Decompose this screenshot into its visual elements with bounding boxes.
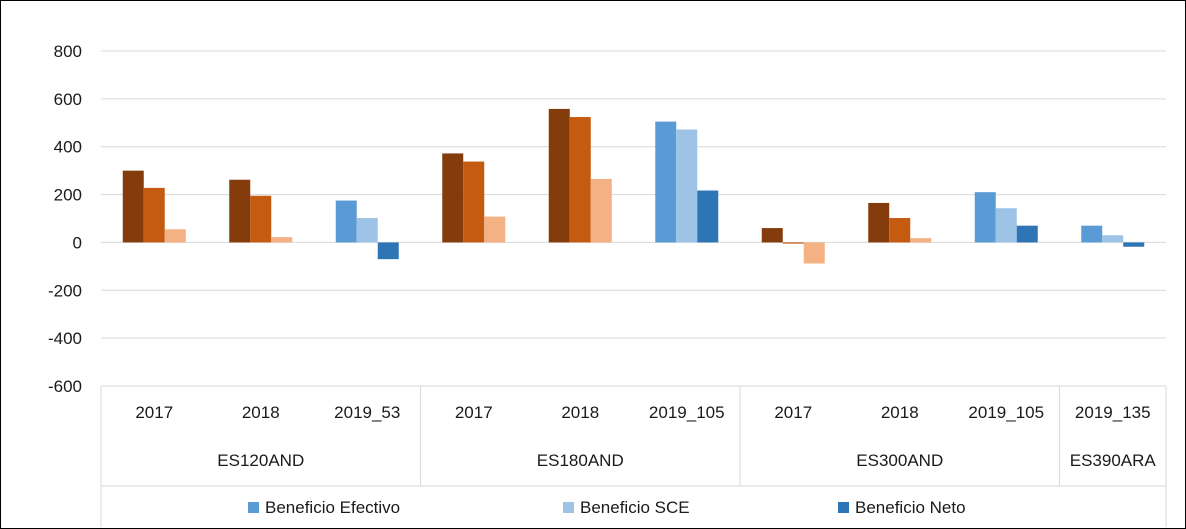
bar [676,129,698,243]
bar [548,108,570,243]
category-label: 2019_105 [968,403,1044,422]
y-tick-label: 600 [54,90,82,109]
group-label: ES180AND [537,451,624,470]
bar [250,195,272,243]
y-tick-label: -600 [48,377,82,396]
bar [590,179,612,243]
category-label: 2018 [242,403,280,422]
bar [484,216,506,243]
bar [782,242,804,244]
bar [761,228,783,243]
bar [1016,225,1038,243]
y-tick-label: 800 [54,42,82,61]
category-label: 2019_53 [334,403,400,422]
group-label: ES300AND [856,451,943,470]
legend-swatch [838,502,849,513]
bar [697,190,719,243]
category-label: 2017 [774,403,812,422]
bar [356,218,378,243]
bar [889,218,911,243]
bar [164,229,186,243]
bar [569,117,591,243]
category-label: 2017 [455,403,493,422]
legend-swatch [563,502,574,513]
bar [655,121,677,243]
bar [335,200,357,243]
bar [803,242,825,264]
bar [271,237,293,243]
bar [995,208,1017,243]
group-label: ES390ARA [1070,451,1157,470]
category-label: 2019_135 [1075,403,1151,422]
y-tick-label: -400 [48,329,82,348]
bar [1081,225,1103,243]
bar [377,242,399,260]
bar [122,170,144,243]
legend-entry: Beneficio Neto [855,498,966,517]
y-tick-label: -200 [48,281,82,300]
bar [974,192,996,243]
bar [442,153,464,243]
bar [143,187,165,243]
legend-entry: Beneficio Efectivo [265,498,400,517]
bar [463,161,485,243]
legend-swatch [248,502,259,513]
bar [910,238,932,243]
bar [868,202,890,243]
category-label: 2017 [135,403,173,422]
legend-entry: Beneficio SCE [580,498,690,517]
category-label: 2018 [881,403,919,422]
bar [1123,242,1145,247]
category-label: 2019_105 [649,403,725,422]
y-tick-label: 400 [54,138,82,157]
bar [1102,235,1124,243]
bar [229,179,251,243]
y-tick-label: 200 [54,186,82,205]
group-label: ES120AND [217,451,304,470]
y-tick-label: 0 [73,233,82,252]
category-label: 2018 [561,403,599,422]
